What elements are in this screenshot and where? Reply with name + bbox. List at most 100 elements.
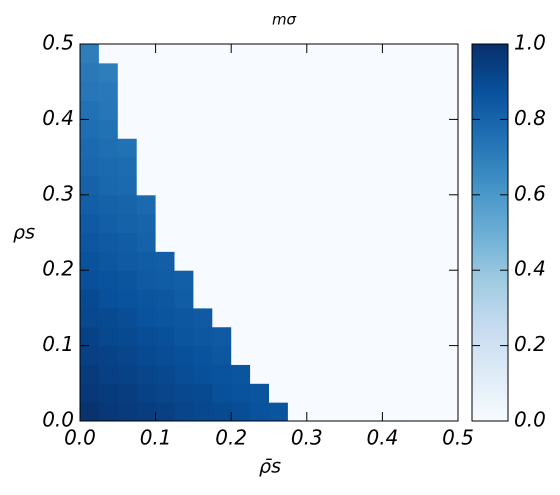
heat-cell: [231, 270, 251, 290]
heat-cell: [287, 119, 308, 139]
heat-cell: [212, 62, 232, 83]
heat-cell: [325, 194, 346, 215]
heat-cell: [269, 213, 289, 233]
heat-cell: [136, 289, 157, 309]
heat-cell: [344, 62, 364, 83]
heat-cell: [98, 157, 119, 177]
heat-cell: [193, 232, 213, 252]
heat-cell: [363, 100, 383, 120]
heat-cell: [98, 100, 119, 120]
heat-cell: [401, 307, 421, 328]
heat-cell: [250, 364, 270, 384]
heat-cell: [363, 326, 383, 347]
heat-cell: [306, 289, 327, 309]
heat-cell: [325, 138, 346, 158]
heat-cell: [344, 138, 364, 158]
heat-cell: [212, 138, 232, 158]
heat-cell: [306, 251, 327, 271]
heat-cell: [155, 364, 175, 384]
heat-cell: [420, 232, 440, 252]
heat-cell: [155, 402, 175, 422]
heat-cell: [193, 157, 213, 177]
heat-cell: [98, 364, 119, 384]
heat-cell: [212, 251, 232, 271]
heat-cell: [439, 383, 459, 403]
heat-cell: [80, 270, 100, 290]
heat-cell: [174, 157, 194, 177]
heat-cell: [98, 326, 119, 347]
heat-cell: [193, 119, 213, 139]
heat-cell: [344, 383, 364, 403]
heat-cell: [117, 175, 138, 196]
heat-cell: [439, 402, 459, 422]
heat-cell: [382, 119, 402, 139]
heat-cell: [250, 157, 270, 177]
heat-cell: [155, 289, 175, 309]
heat-cell: [420, 402, 440, 422]
heat-cell: [287, 44, 308, 64]
heat-cell: [439, 100, 459, 120]
heat-cell: [382, 100, 402, 120]
heat-cell: [287, 364, 308, 384]
heat-cell: [155, 251, 175, 271]
heat-cell: [212, 326, 232, 347]
heat-cell: [420, 251, 440, 271]
heat-cell: [344, 81, 364, 102]
heat-cell: [401, 157, 421, 177]
heat-cell: [401, 232, 421, 252]
heat-cell: [439, 270, 459, 290]
heat-cell: [174, 62, 194, 83]
heat-cell: [439, 119, 459, 139]
heat-cell: [344, 157, 364, 177]
heat-cell: [174, 251, 194, 271]
heat-cell: [401, 345, 421, 365]
heat-cell: [117, 383, 138, 403]
heat-cell: [344, 119, 364, 139]
heat-cell: [117, 44, 138, 64]
heat-cell: [174, 138, 194, 158]
heat-cell: [193, 138, 213, 158]
heat-cell: [98, 213, 119, 233]
heat-cell: [212, 364, 232, 384]
heat-cell: [231, 157, 251, 177]
heat-cell: [136, 326, 157, 347]
colorbar-tick-label: 0.4: [514, 257, 546, 281]
y-axis-label: ρs: [13, 222, 35, 244]
heat-cell: [155, 194, 175, 215]
heat-cell: [363, 402, 383, 422]
heat-cell: [250, 138, 270, 158]
heat-cell: [136, 138, 157, 158]
heat-cell: [306, 175, 327, 196]
heat-cell: [306, 307, 327, 328]
heat-cell: [269, 289, 289, 309]
heat-cell: [155, 44, 175, 64]
heat-cell: [231, 364, 251, 384]
heat-cell: [439, 232, 459, 252]
heat-cell: [382, 138, 402, 158]
heat-cell: [287, 157, 308, 177]
heat-cell: [212, 345, 232, 365]
y-tick-label: 0.3: [42, 181, 74, 205]
heat-cell: [231, 232, 251, 252]
heat-cell: [98, 383, 119, 403]
heat-cell: [287, 138, 308, 158]
heat-cell: [363, 307, 383, 328]
heat-cell: [363, 251, 383, 271]
y-tick-label: 0.2: [42, 257, 74, 281]
heat-cell: [420, 62, 440, 83]
heat-cell: [287, 307, 308, 328]
heat-cell: [212, 270, 232, 290]
heat-cell: [420, 383, 440, 403]
heat-cell: [231, 119, 251, 139]
heat-cell: [306, 364, 327, 384]
heat-cell: [80, 289, 100, 309]
heat-cell: [136, 175, 157, 196]
heat-cell: [231, 81, 251, 102]
heat-cell: [363, 383, 383, 403]
heat-cell: [117, 251, 138, 271]
heat-cell: [155, 213, 175, 233]
heat-cell: [136, 383, 157, 403]
heat-cell: [117, 270, 138, 290]
heat-cell: [212, 100, 232, 120]
heat-cell: [363, 232, 383, 252]
